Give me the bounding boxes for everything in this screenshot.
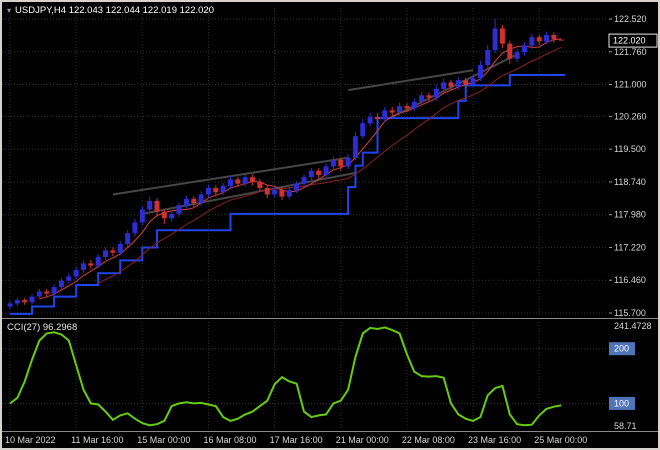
chart-title-bar: ▾ USDJPY,H4 122.043 122.044 122.019 122.… [7,5,214,16]
time-axis-label: 16 Mar 08:00 [203,435,256,445]
price-axis-label: 115.700 [614,308,646,318]
time-axis-label: 15 Mar 00:00 [137,435,190,445]
price-axis-label: 121.000 [614,80,647,90]
trendline-late-resistance [347,69,474,92]
chart-title: USDJPY,H4 122.043 122.044 122.019 122.02… [15,5,214,16]
price-axis-label: 118.740 [614,177,646,187]
price-axis-label: 122.520 [614,14,647,24]
cci-level-label: 200 [614,344,629,354]
time-axis-label: 17 Mar 16:00 [270,435,323,445]
time-axis-label: 10 Mar 2022 [5,435,56,445]
price-axis-label: 120.260 [614,111,647,121]
price-axis-label: 121.760 [614,47,647,57]
cci-level-box [609,342,635,356]
cci-axis[interactable]: 241.4728 200 100 58.71 [609,321,652,431]
current-price-label: 122.020 [613,36,646,46]
price-axis-label: 117.220 [614,242,646,252]
current-price-box [608,33,658,48]
time-axis-label: 25 Mar 00:00 [534,435,587,445]
price-axis-label: 117.980 [614,210,646,220]
trendlines[interactable] [112,53,518,215]
time-axis-label: 11 Mar 16:00 [71,435,123,445]
time-axis-label: 22 Mar 08:00 [402,435,455,445]
time-axis[interactable]: 10 Mar 2022 11 Mar 16:00 15 Mar 00:00 16 Ma… [5,435,587,445]
price-axis-label: 116.460 [614,275,646,285]
cci-level-box [609,396,635,410]
time-axis-label: 21 Mar 00:00 [336,435,389,445]
cci-line [9,326,562,427]
chart-symbol-icon: ▾ [7,5,12,15]
cci-min-label: 58.71 [614,421,637,431]
trendline-mid-channel-lower [142,171,356,215]
pane-separators [2,318,658,432]
indicator-label: CCI(27) 96.2968 [7,322,78,333]
price-axis-label: 119.500 [614,144,646,154]
moving-averages [39,38,562,300]
price-axis[interactable]: 122.520 121.760 121.000 120.260 119.500 118.7… [608,14,658,318]
time-axis-label: 23 Mar 16:00 [468,435,521,445]
support-line [10,74,566,315]
cci-max-label: 241.4728 [614,321,652,331]
grid-lines [2,8,608,430]
cci-level-label: 100 [614,398,629,408]
candles [7,19,564,310]
